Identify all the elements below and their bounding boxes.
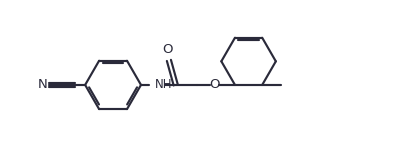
Text: O: O xyxy=(162,43,172,56)
Text: NH: NH xyxy=(155,78,172,91)
Text: O: O xyxy=(209,78,219,91)
Text: N: N xyxy=(38,78,47,91)
